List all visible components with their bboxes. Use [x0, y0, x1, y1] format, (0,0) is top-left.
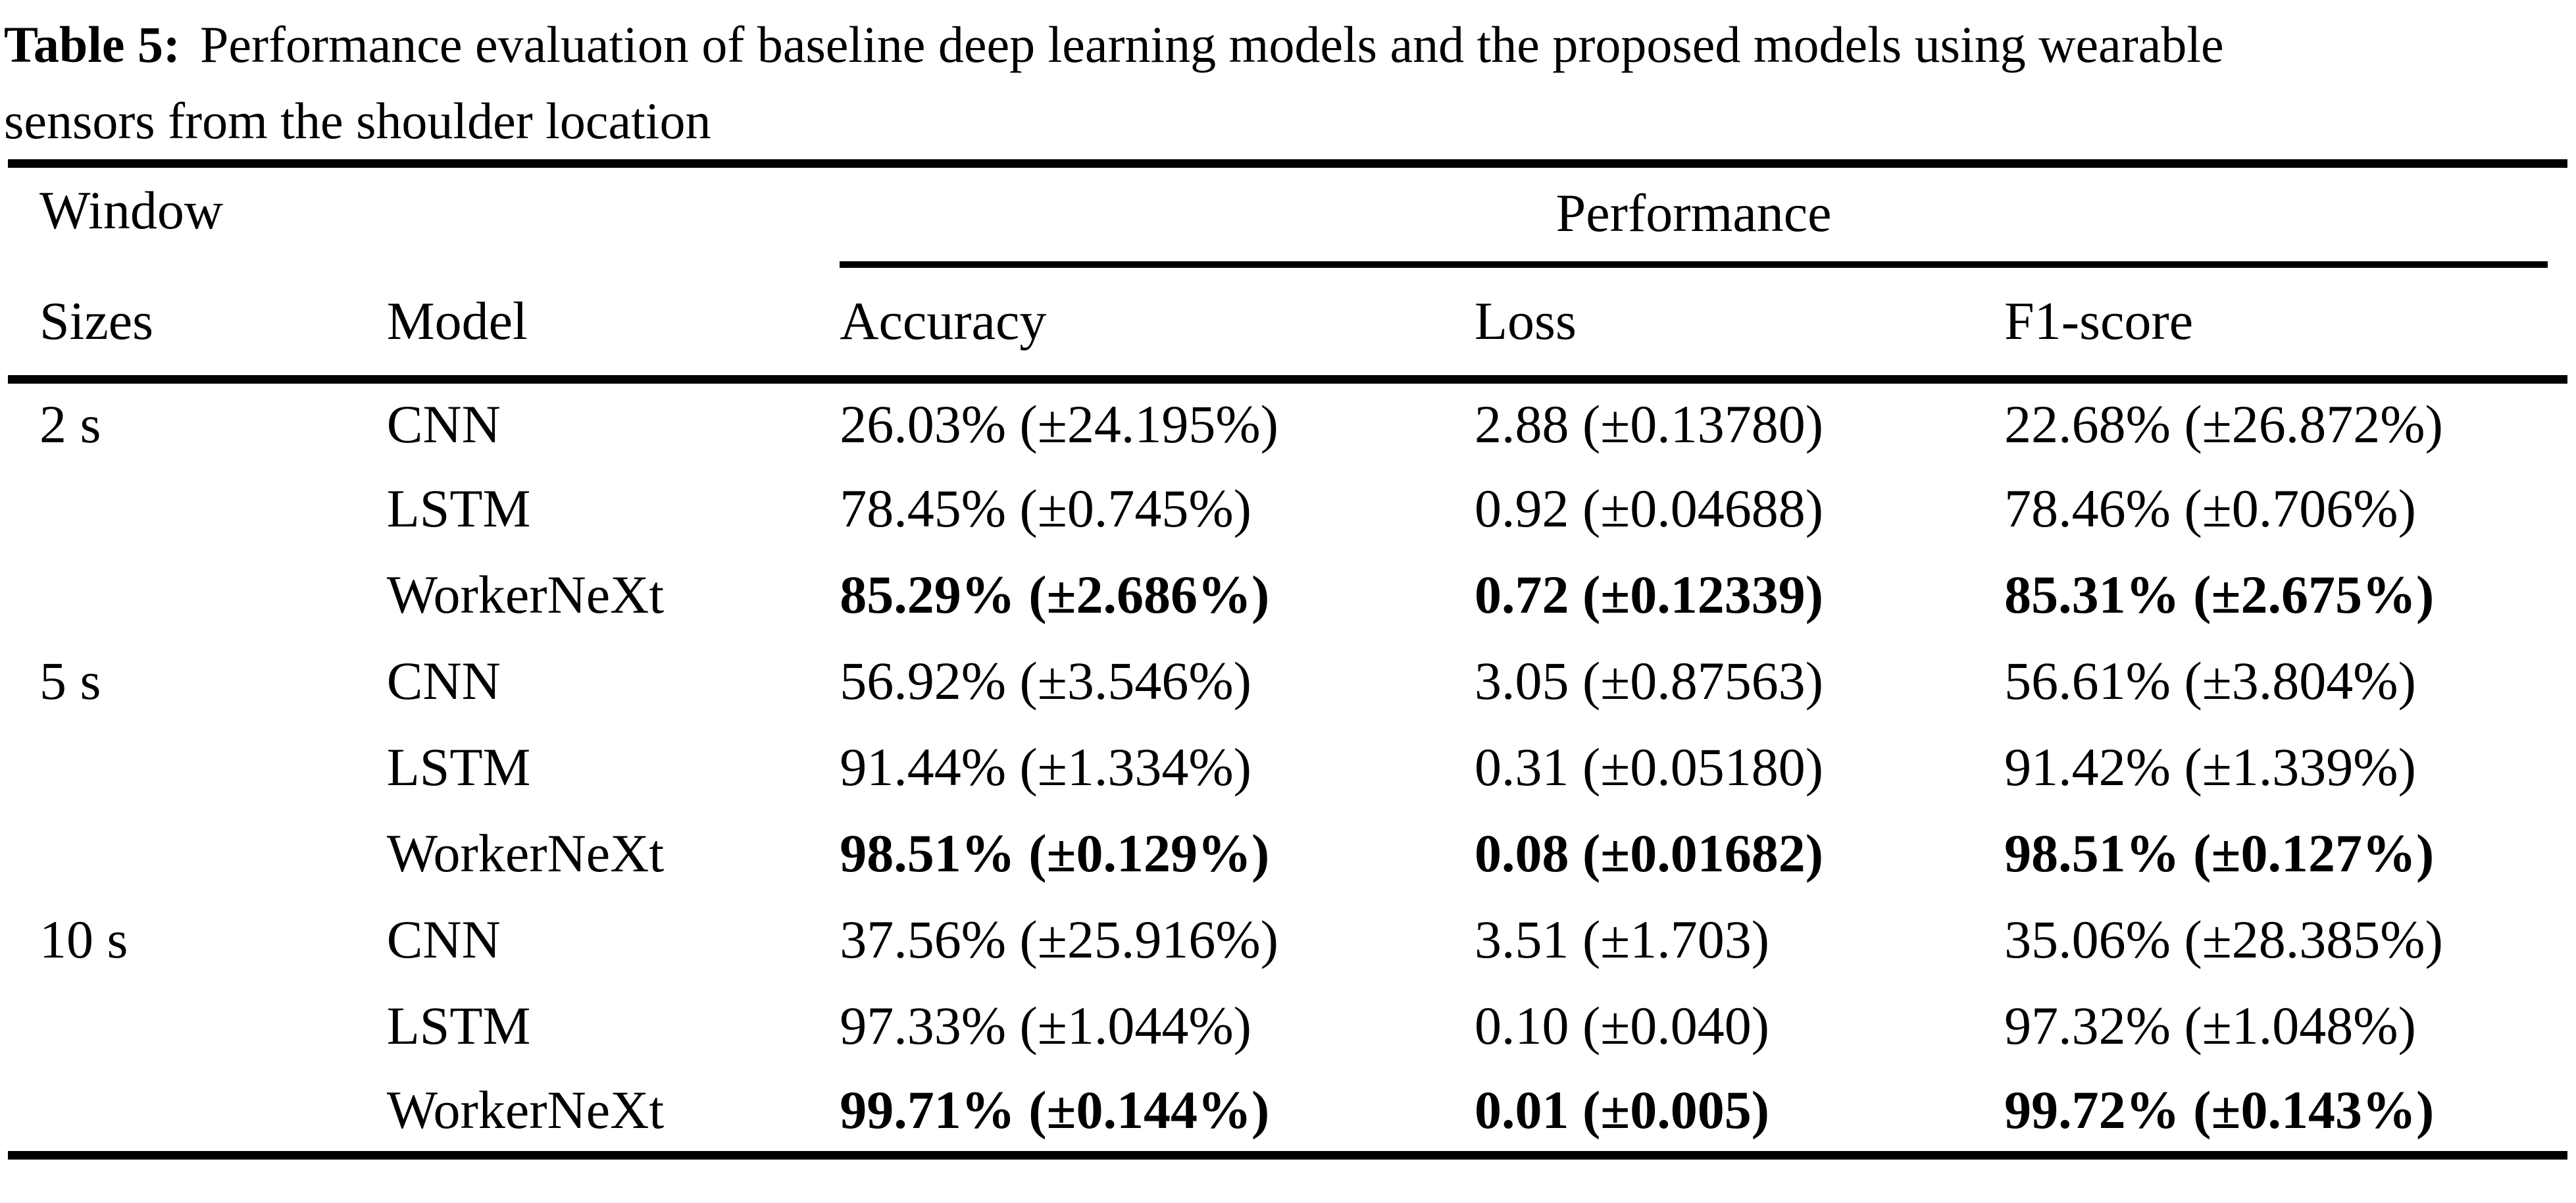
loss-cell: 0.08 (±0.01682)	[1474, 823, 1824, 883]
window-size-cell	[8, 811, 387, 897]
f1-score-cell: 78.46% (±0.706%)	[2004, 478, 2416, 538]
loss-cell: 2.88 (±0.13780)	[1474, 394, 1824, 455]
accuracy-cell: 37.56% (±25.916%)	[840, 909, 1278, 969]
header-window-line1: Window	[39, 180, 224, 240]
f1-score-cell: 97.32% (±1.048%)	[2004, 996, 2416, 1056]
loss-cell: 0.31 (±0.05180)	[1474, 737, 1824, 797]
window-size-cell: 10 s	[39, 909, 128, 969]
f1-score-cell: 35.06% (±28.385%)	[2004, 909, 2443, 969]
table-row: WorkerNeXt 98.51% (±0.129%) 0.08 (±0.016…	[8, 811, 2567, 897]
accuracy-cell: 91.44% (±1.334%)	[840, 737, 1251, 797]
loss-cell: 0.10 (±0.040)	[1474, 996, 1770, 1056]
performance-table: Window Performance Sizes Model Accuracy …	[8, 159, 2567, 1160]
caption-label: Table 5:	[4, 16, 181, 73]
header-accuracy: Accuracy	[840, 291, 1047, 351]
model-cell: LSTM	[386, 478, 531, 538]
window-size-cell	[8, 983, 387, 1069]
loss-cell: 3.05 (±0.87563)	[1474, 651, 1824, 711]
model-cell: CNN	[386, 394, 501, 455]
table-row: 2 s CNN 26.03% (±24.195%) 2.88 (±0.13780…	[8, 380, 2567, 466]
window-size-cell: 5 s	[39, 651, 101, 711]
loss-cell: 0.92 (±0.04688)	[1474, 478, 1824, 538]
header-spacer	[387, 164, 840, 268]
header-loss: Loss	[1474, 291, 1577, 351]
model-cell: WorkerNeXt	[386, 565, 665, 625]
table-row: LSTM 97.33% (±1.044%) 0.10 (±0.040) 97.3…	[8, 983, 2567, 1069]
table-header: Window Performance Sizes Model Accuracy …	[8, 164, 2567, 380]
table-row: 5 s CNN 56.92% (±3.546%) 3.05 (±0.87563)…	[8, 638, 2567, 725]
window-size-cell: 2 s	[39, 394, 101, 455]
accuracy-cell: 26.03% (±24.195%)	[840, 394, 1278, 455]
table-row: LSTM 78.45% (±0.745%) 0.92 (±0.04688) 78…	[8, 466, 2567, 552]
model-cell: WorkerNeXt	[386, 823, 665, 883]
table-row: LSTM 91.44% (±1.334%) 0.31 (±0.05180) 91…	[8, 725, 2567, 811]
header-row-group: Window Performance	[8, 164, 2567, 268]
header-model: Model	[386, 291, 528, 351]
header-f1-score: F1-score	[2004, 291, 2194, 351]
f1-score-cell: 91.42% (±1.339%)	[2004, 737, 2416, 797]
model-cell: CNN	[386, 651, 501, 711]
loss-cell: 0.01 (±0.005)	[1474, 1079, 1770, 1140]
model-cell: LSTM	[386, 996, 531, 1056]
accuracy-cell: 99.71% (±0.144%)	[840, 1079, 1270, 1140]
f1-score-cell: 99.72% (±0.143%)	[2004, 1079, 2435, 1140]
f1-score-cell: 56.61% (±3.804%)	[2004, 651, 2416, 711]
window-size-cell	[8, 552, 387, 638]
accuracy-cell: 97.33% (±1.044%)	[840, 996, 1251, 1056]
caption-text-line1: Performance evaluation of baseline deep …	[200, 16, 2224, 73]
f1-score-cell: 85.31% (±2.675%)	[2004, 565, 2435, 625]
header-performance-label: Performance	[840, 182, 2548, 268]
model-cell: LSTM	[386, 737, 531, 797]
f1-score-cell: 22.68% (±26.872%)	[2004, 394, 2443, 455]
accuracy-cell: 78.45% (±0.745%)	[840, 478, 1251, 538]
window-size-cell	[8, 1069, 387, 1156]
model-cell: WorkerNeXt	[386, 1079, 665, 1140]
loss-cell: 0.72 (±0.12339)	[1474, 565, 1824, 625]
table-row: WorkerNeXt 85.29% (±2.686%) 0.72 (±0.123…	[8, 552, 2567, 638]
window-size-cell	[8, 725, 387, 811]
table-row: 10 s CNN 37.56% (±25.916%) 3.51 (±1.703)…	[8, 897, 2567, 983]
f1-score-cell: 98.51% (±0.127%)	[2004, 823, 2435, 883]
accuracy-cell: 85.29% (±2.686%)	[840, 565, 1270, 625]
header-row-columns: Sizes Model Accuracy Loss F1-score	[8, 268, 2567, 380]
caption-text-line2: sensors from the shoulder location	[4, 92, 711, 149]
table-caption: Table 5: Performance evaluation of baseli…	[0, 0, 2576, 159]
header-window-line2: Sizes	[39, 291, 154, 351]
accuracy-cell: 98.51% (±0.129%)	[840, 823, 1270, 883]
accuracy-cell: 56.92% (±3.546%)	[840, 651, 1251, 711]
table-row: WorkerNeXt 99.71% (±0.144%) 0.01 (±0.005…	[8, 1069, 2567, 1156]
model-cell: CNN	[386, 909, 501, 969]
header-performance-group: Performance	[840, 164, 2567, 268]
window-size-cell	[8, 466, 387, 552]
loss-cell: 3.51 (±1.703)	[1474, 909, 1770, 969]
